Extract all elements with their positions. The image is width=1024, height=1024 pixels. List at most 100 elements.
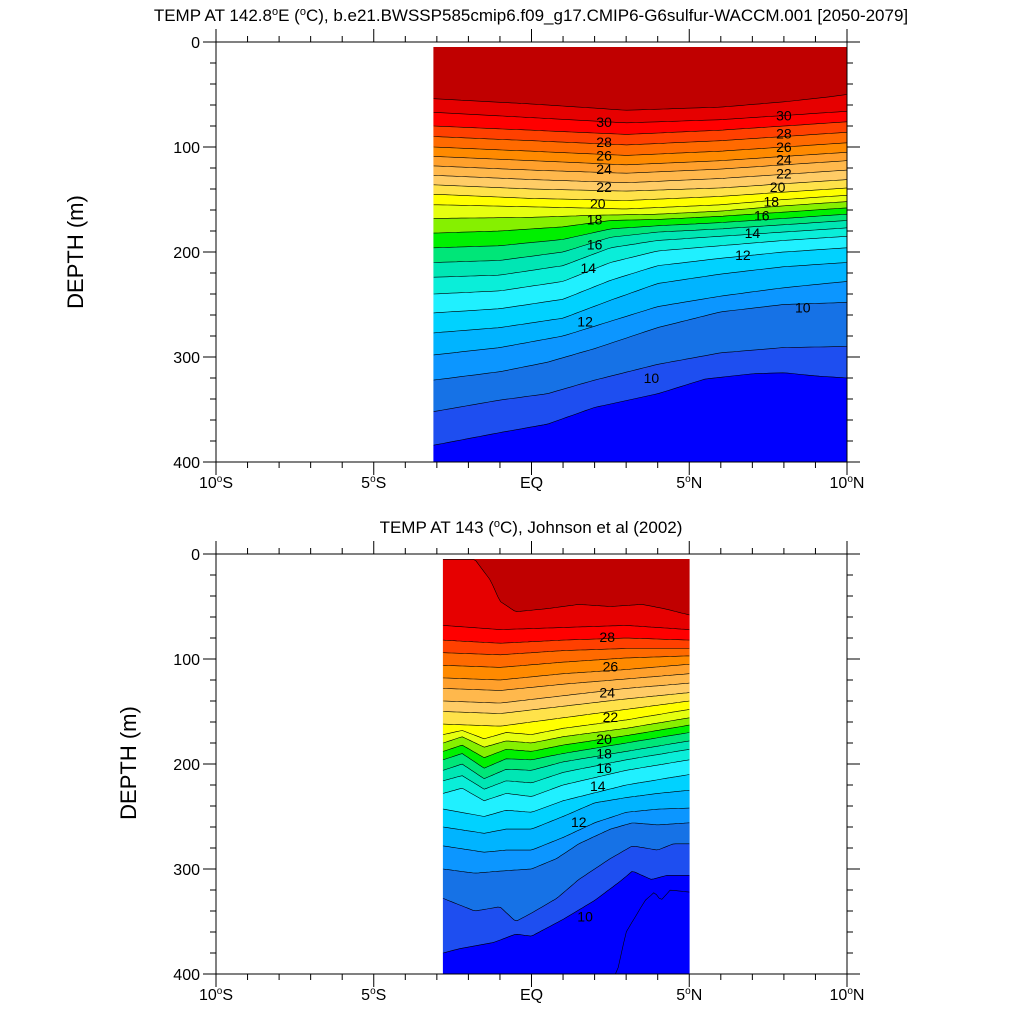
- contour-label: 22: [596, 179, 612, 195]
- contour-label: 12: [735, 247, 751, 263]
- isotherm-16: [443, 740, 690, 780]
- y-tick-label: 300: [173, 862, 200, 879]
- x-tick-label: EQ: [520, 475, 543, 492]
- isotherm-22: [433, 179, 848, 192]
- contour-label: 20: [596, 731, 612, 747]
- isotherm-19: [443, 717, 690, 748]
- isotherm-26: [433, 142, 848, 156]
- contour-label: 18: [764, 194, 780, 210]
- panel-bottom-title: TEMP AT 143 (oC), Johnson et al (2002): [380, 518, 683, 537]
- contour-label: 18: [587, 211, 603, 227]
- isotherm-26: [443, 655, 690, 668]
- contour-lines: [433, 94, 848, 446]
- isotherm-10: [433, 302, 848, 381]
- panel-top-plot: 3028262422201816141210302826242220181614…: [173, 29, 864, 492]
- contour-label: 24: [596, 161, 612, 177]
- contour-band-30: [433, 47, 848, 111]
- isotherm-25: [443, 664, 690, 681]
- isotherm-13: [443, 774, 690, 817]
- x-tick-label: EQ: [520, 987, 543, 1004]
- x-tick-label: 10oN: [830, 474, 865, 492]
- isotherm-9: [433, 346, 848, 412]
- contour-label: 12: [577, 313, 593, 329]
- isotherm-8: [433, 372, 848, 446]
- y-tick-label: 200: [173, 245, 200, 262]
- isotherm-11: [433, 281, 848, 356]
- isotherm-12: [443, 790, 690, 834]
- contour-labels: 3028262422201816141210302826242220181614…: [577, 108, 810, 387]
- contour-label: 12: [571, 814, 587, 830]
- contour-label: 16: [754, 207, 770, 223]
- isotherm-18: [433, 207, 848, 234]
- isotherm-14: [433, 236, 848, 295]
- isotherm-10: [443, 822, 690, 874]
- x-tick-label: 10oS: [199, 474, 233, 492]
- contour-label: 26: [603, 658, 619, 674]
- isotherm-30: [443, 559, 690, 616]
- x-tick-label: 5oS: [361, 986, 386, 1004]
- contour-label: 26: [596, 147, 612, 163]
- isotherm-16: [433, 220, 848, 263]
- y-tick-label: 400: [173, 967, 200, 984]
- isotherm-28: [443, 637, 690, 644]
- panel-bottom: TEMP AT 143 (oC), Johnson et al (2002) D…: [116, 518, 864, 1004]
- y-tick-label: 300: [173, 350, 200, 367]
- axis-ticks: 0 100 200 300 400 10oS 5oS EQ 5oN 10oN: [173, 541, 864, 1004]
- isotherm-20: [433, 195, 848, 210]
- isotherm-24: [433, 160, 848, 174]
- x-tick-label: 5oN: [676, 986, 702, 1004]
- isotherm-19: [433, 201, 848, 219]
- isotherm-13: [433, 247, 848, 314]
- contour-label: 18: [596, 746, 612, 762]
- isotherm-23: [443, 682, 690, 704]
- contour-label: 28: [599, 629, 615, 645]
- contour-label: 22: [776, 165, 792, 181]
- panel-top-title: TEMP AT 142.8oE (oC), b.e21.BWSSP585cmip…: [154, 6, 908, 25]
- y-tick-label: 100: [173, 652, 200, 669]
- contour-fills: [442, 559, 690, 975]
- x-tick-label: 10oS: [199, 986, 233, 1004]
- contour-label: 20: [590, 196, 606, 212]
- isotherm-21: [443, 700, 690, 727]
- contour-lines: [443, 559, 690, 975]
- contour-label: 28: [596, 134, 612, 150]
- contour-label: 16: [587, 237, 603, 253]
- isotherm-14: [443, 759, 690, 802]
- isotherm-15: [433, 227, 848, 278]
- isotherm-28: [433, 121, 848, 135]
- y-tick-label: 400: [173, 455, 200, 472]
- isotherm-9: [443, 843, 690, 922]
- x-tick-label: 5oN: [676, 474, 702, 492]
- contour-label: 24: [776, 152, 792, 168]
- isotherm-27: [443, 648, 690, 656]
- isotherm-30: [433, 94, 848, 111]
- y-tick-label: 100: [173, 140, 200, 157]
- y-tick-label: 0: [191, 547, 200, 564]
- isotherm-18: [443, 724, 690, 759]
- contour-label: 14: [590, 778, 606, 794]
- panel-top: TEMP AT 142.8oE (oC), b.e21.BWSSP585cmip…: [63, 6, 908, 492]
- contour-label: 10: [795, 300, 811, 316]
- contour-label: 30: [776, 108, 792, 124]
- isotherm-29: [433, 111, 848, 124]
- isotherm-8: [443, 871, 690, 954]
- isotherm-12: [433, 262, 848, 334]
- contour-label: 22: [603, 709, 619, 725]
- contour-label: 24: [599, 685, 615, 701]
- isotherm-23: [433, 169, 848, 184]
- isotherm-21: [433, 187, 848, 201]
- panel-top-ylabel: DEPTH (m): [63, 195, 88, 309]
- contour-label: 14: [581, 260, 597, 276]
- isotherm-24: [443, 673, 690, 691]
- contour-label: 26: [776, 139, 792, 155]
- isotherm-20: [443, 709, 690, 740]
- isotherm-22: [443, 692, 690, 714]
- contour-label: 28: [776, 125, 792, 141]
- panel-bottom-ylabel: DEPTH (m): [116, 706, 141, 820]
- axis-ticks: 0 100 200 300 400 10oS 5oS EQ 5oN 10oN: [173, 29, 864, 492]
- x-tick-label: 5oS: [361, 474, 386, 492]
- y-tick-label: 0: [191, 35, 200, 52]
